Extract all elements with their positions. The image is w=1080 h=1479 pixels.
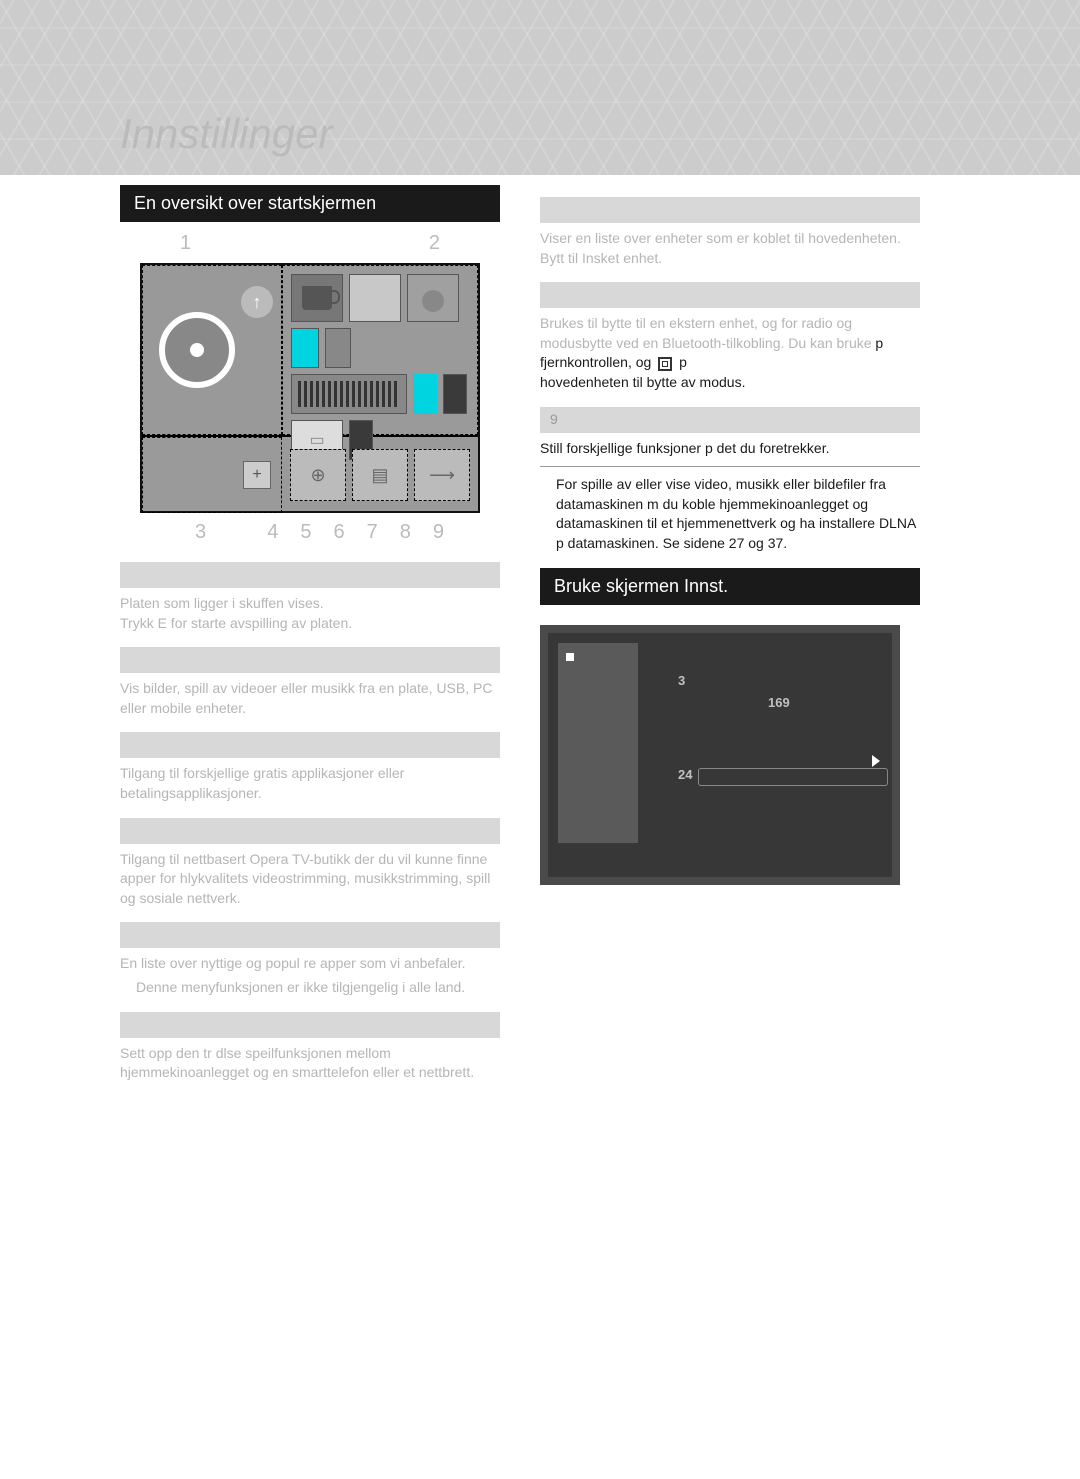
index-1: 1 [180, 232, 191, 255]
section-5-text: En liste over nyttige og popul re apper … [120, 954, 500, 997]
settings-diagram: 3 169 24 [540, 625, 900, 885]
tile-cyan-1 [291, 328, 319, 368]
index-9: 9 [433, 521, 444, 544]
index-7: 7 [367, 521, 378, 544]
page-header-pattern: Innstillinger [0, 0, 1080, 175]
section-8-end: p [679, 354, 687, 370]
settings-arrow-icon [872, 755, 880, 767]
overview-header: En oversikt over startskjermen [120, 185, 500, 222]
section-8-line1: Brukes til bytte til en ekstern enhet, o… [540, 315, 872, 351]
tile-dark [443, 374, 467, 414]
settings-sidebar [558, 643, 638, 843]
section-1-line1: Platen som ligger i skuffen vises. [120, 594, 500, 614]
tile-cyan-2 [413, 374, 437, 414]
section-2-text: Vis bilder, spill av videoer eller musik… [120, 679, 500, 718]
bottom-left-area: + [142, 437, 282, 513]
section-8-header [540, 282, 920, 308]
section-3-header [120, 732, 500, 758]
section-9-text: Still forskjellige funksjoner p det du f… [540, 439, 920, 468]
bottom-icon-row: ⊕ ▤ ⟶ [282, 437, 478, 513]
section-5-header [120, 922, 500, 948]
section-6-text: Sett opp den tr dlse speilfunksjonen mel… [120, 1044, 500, 1083]
index-6: 6 [334, 521, 345, 544]
settings-num-a: 3 [678, 673, 685, 688]
section-4-text: Tilgang til nettbasert Opera TV-butikk d… [120, 850, 500, 909]
section-9-header: 9 [540, 407, 920, 433]
bottom-item-1: ⊕ [290, 449, 346, 501]
settings-screen-header: Bruke skjermen Innst. [540, 568, 920, 605]
section-8-line2: hovedenheten til bytte av modus. [540, 373, 920, 393]
section-4-header [120, 818, 500, 844]
section-7-header [540, 197, 920, 223]
section-7-text: Viser en liste over enheter som er koble… [540, 229, 920, 268]
dlna-note: For spille av eller vise video, musikk e… [540, 475, 920, 553]
disc-icon [159, 312, 235, 388]
settings-num-c: 24 [678, 767, 692, 782]
page-title: Innstillinger [120, 110, 332, 158]
home-screen-diagram: ↑ ▭ [140, 263, 480, 513]
settings-num-b: 169 [768, 695, 790, 710]
tile-cloud-icon [349, 274, 401, 322]
bottom-item-2: ▤ [352, 449, 408, 501]
up-arrow-icon: ↑ [241, 286, 273, 318]
disc-area: ↑ [142, 265, 282, 435]
index-4: 4 [267, 521, 278, 544]
function-icon [658, 357, 672, 371]
index-5: 5 [300, 521, 311, 544]
bottom-item-3: ⟶ [414, 449, 470, 501]
section-1-text: Platen som ligger i skuffen vises. Trykk… [120, 594, 500, 633]
settings-dot-icon [566, 653, 574, 661]
settings-input-line [698, 768, 888, 786]
section-8-text: Brukes til bytte til en ekstern enhet, o… [540, 314, 920, 392]
section-5-line1: En liste over nyttige og popul re apper … [120, 954, 500, 974]
section-5-note: Denne menyfunksjonen er ikke tilgjengeli… [120, 978, 500, 998]
tile-cup-icon [291, 274, 343, 322]
section-1-line2: Trykk E for starte avspilling av platen. [120, 614, 500, 634]
tile-circle-icon [407, 274, 459, 322]
index-2: 2 [429, 232, 440, 255]
section-3-text: Tilgang til forskjellige gratis applikas… [120, 764, 500, 803]
section-6-header [120, 1012, 500, 1038]
section-1-header [120, 562, 500, 588]
index-3: 3 [195, 521, 206, 544]
index-8: 8 [400, 521, 411, 544]
bottom-index-row: 3 4 5 6 7 8 9 [140, 521, 480, 544]
tile-bars-icon [291, 374, 407, 414]
top-index-row: 1 2 [120, 232, 500, 255]
tile-plant-icon [325, 328, 351, 368]
plus-icon: + [243, 461, 271, 489]
content-grid: ▭ [282, 265, 478, 435]
section-9-label: 9 [550, 411, 558, 427]
section-2-header [120, 647, 500, 673]
